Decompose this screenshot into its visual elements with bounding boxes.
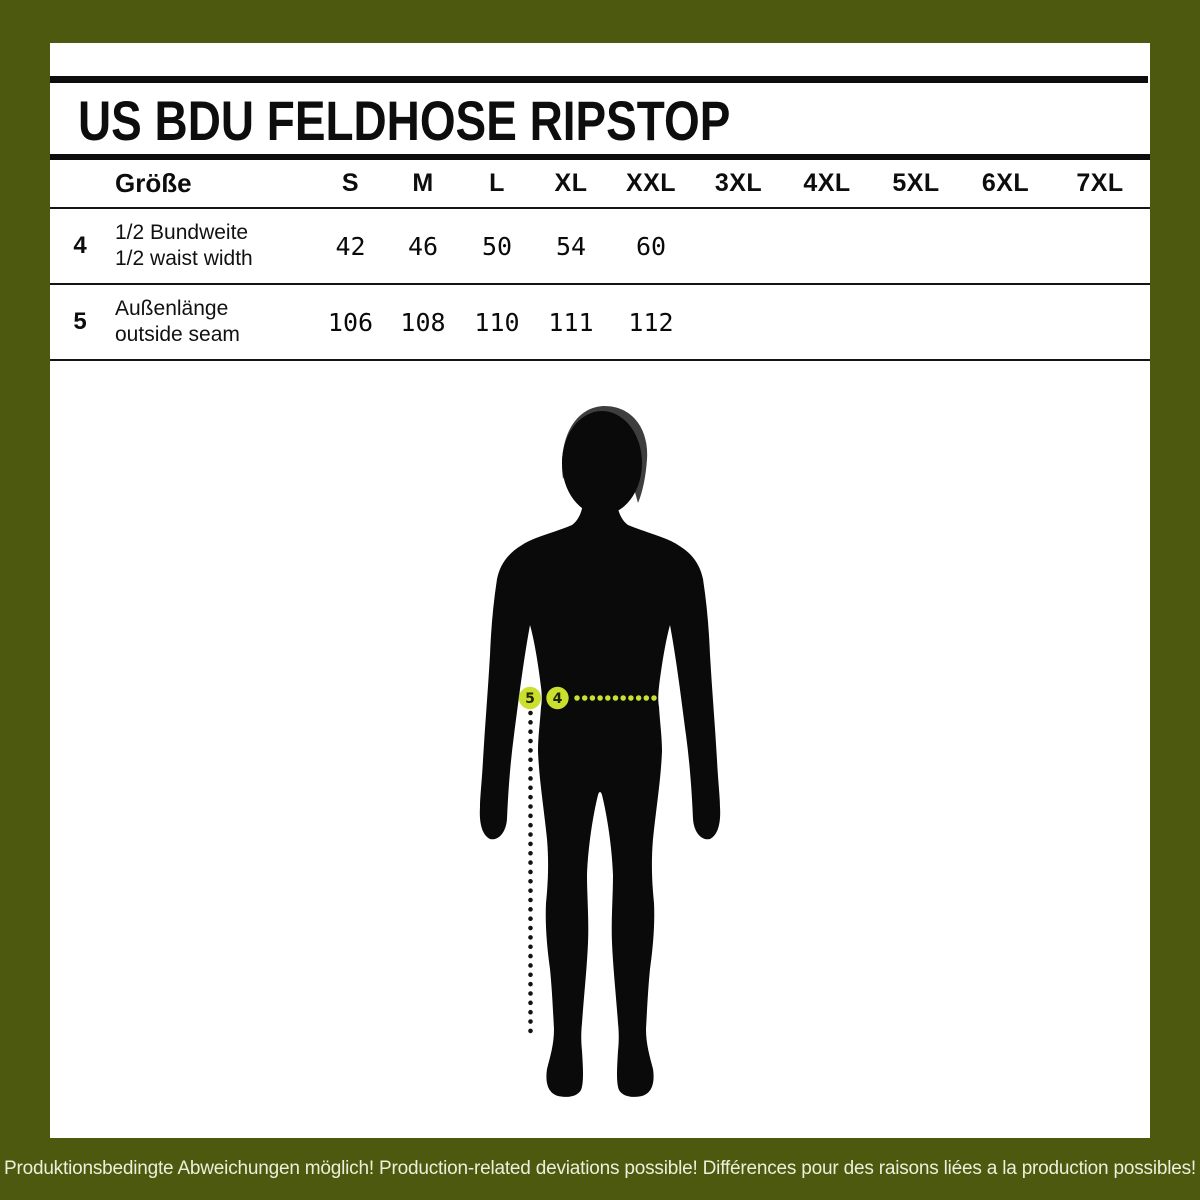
size-value-cell: 54 xyxy=(555,231,587,261)
production-note: Produktionsbedingte Abweichungen möglich… xyxy=(3,1158,1196,1179)
body-shape xyxy=(479,495,721,1097)
waist-marker-label: 4 xyxy=(553,691,563,707)
size-column-header: L xyxy=(489,169,505,197)
size-value-cell: 106 xyxy=(327,307,374,337)
row-label: 1/2 Bundweite 1/2 waist width xyxy=(110,220,315,272)
header-divider xyxy=(50,76,1148,83)
size-value-cell: 50 xyxy=(481,231,513,261)
row-label-en: outside seam xyxy=(115,323,240,346)
size-value-cell: 42 xyxy=(335,231,366,261)
table-header-row: Größe S M L XL XXL 3XL 4XL 5XL 6XL 7XL xyxy=(50,160,1150,209)
size-column-header: 7XL xyxy=(1076,169,1124,197)
size-value-cell: 111 xyxy=(548,307,594,337)
size-value-cell: 46 xyxy=(407,231,439,261)
seam-marker-label: 5 xyxy=(525,691,535,707)
size-table: Größe S M L XL XXL 3XL 4XL 5XL 6XL 7XL 4… xyxy=(50,154,1150,361)
product-title: US BDU FELDHOSE RIPSTOP xyxy=(78,89,731,152)
body-silhouette: 5 4 xyxy=(479,406,721,1097)
measurement-row-waist: 4 1/2 Bundweite 1/2 waist width 42 46 50… xyxy=(50,209,1150,285)
size-column-header: S xyxy=(341,169,360,197)
size-column-header: 3XL xyxy=(714,169,763,197)
size-column-header: M xyxy=(412,169,434,197)
head-shape xyxy=(562,411,642,515)
row-label: Außenlänge outside seam xyxy=(110,296,315,348)
row-label-en: 1/2 waist width xyxy=(115,247,253,270)
measurement-figure: 5 4 xyxy=(450,395,750,1105)
seam-marker-circle xyxy=(518,686,542,710)
size-column-header: XL xyxy=(554,169,588,197)
content-panel: US BDU FELDHOSE RIPSTOP Größe S M L XL X… xyxy=(50,43,1150,1138)
size-value-cell: 110 xyxy=(474,307,520,337)
row-number: 5 xyxy=(73,308,87,335)
measurement-row-outside-seam: 5 Außenlänge outside seam 106 108 110 11… xyxy=(50,285,1150,361)
waist-marker-circle xyxy=(546,686,569,710)
size-value-cell: 112 xyxy=(628,307,674,337)
row-label-de: Außenlänge xyxy=(115,297,229,320)
size-column-header: 4XL xyxy=(803,169,851,197)
row-label-de: 1/2 Bundweite xyxy=(115,221,249,244)
size-value-cell: 60 xyxy=(635,231,667,261)
size-column-header: XXL xyxy=(625,169,677,197)
size-label-header: Größe xyxy=(115,168,192,198)
size-column-header: 6XL xyxy=(981,169,1030,197)
row-number: 4 xyxy=(73,232,87,259)
size-value-cell: 108 xyxy=(400,307,446,337)
size-column-header: 5XL xyxy=(892,169,940,197)
